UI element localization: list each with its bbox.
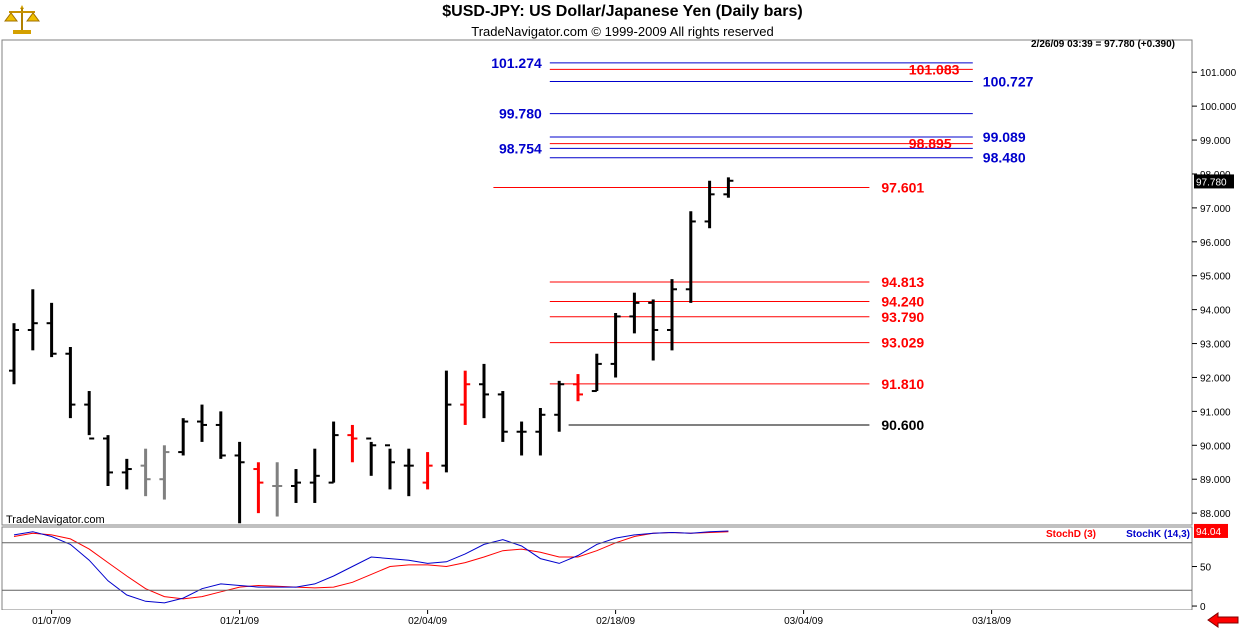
stoch-tick-label: 0 (1200, 602, 1206, 613)
level-label: 101.083 (909, 61, 960, 77)
level-label: 94.240 (881, 293, 924, 309)
date-tick-label: 02/18/09 (596, 616, 635, 627)
ohlc-bar (159, 445, 170, 500)
ohlc-bar (629, 292, 640, 334)
last-price-box (1194, 174, 1234, 189)
ohlc-bar (554, 380, 565, 432)
price-tick-label: 92.000 (1200, 373, 1231, 384)
ohlc-bar (234, 441, 245, 524)
price-tick-label: 101.000 (1200, 68, 1237, 79)
ohlc-bar (253, 462, 264, 514)
ohlc-bar (178, 418, 189, 456)
ohlc-bar (347, 424, 358, 463)
ohlc-bar (422, 452, 433, 490)
price-tick-label: 97.000 (1200, 204, 1231, 215)
watermark-text: TradeNavigator.com (6, 514, 105, 526)
stoch-series-line (13, 530, 729, 604)
legend-stoch-d: StochD (3) (1046, 529, 1096, 540)
price-tick-label: 100.000 (1200, 102, 1237, 113)
ohlc-bar (328, 421, 339, 484)
stoch-series-line (13, 531, 729, 600)
left-arrow-icon[interactable] (1204, 610, 1244, 630)
ohlc-bar (121, 458, 132, 490)
last-price-label: 97.780 (1196, 177, 1227, 188)
ohlc-bar (535, 407, 546, 456)
level-label: 91.810 (881, 376, 924, 392)
ohlc-bar (366, 437, 377, 476)
date-tick-label: 01/07/09 (32, 616, 71, 627)
ohlc-bar (197, 404, 207, 442)
level-label: 99.089 (983, 129, 1026, 145)
price-tick-label: 96.000 (1200, 238, 1231, 249)
level-label: 94.813 (881, 274, 924, 290)
price-tick-label: 91.000 (1200, 407, 1231, 418)
ohlc-bar (497, 391, 508, 442)
ohlc-bar (272, 462, 283, 517)
level-label: 93.790 (881, 309, 924, 325)
scale-icon (3, 3, 41, 37)
price-tick-label: 90.000 (1200, 441, 1231, 452)
date-tick-label: 03/04/09 (784, 616, 823, 627)
stoch-last-label: 94.04 (1196, 527, 1221, 538)
stoch-tick-label: 50 (1200, 563, 1212, 574)
ohlc-bar (479, 363, 489, 419)
ohlc-bar (9, 323, 19, 385)
level-label: 99.780 (499, 106, 542, 122)
level-label: 93.029 (881, 335, 924, 351)
ohlc-bar (291, 469, 301, 503)
ohlc-bar (403, 448, 414, 497)
quote-readout: 2/26/09 03:39 = 97.780 (+0.390) (1031, 39, 1175, 50)
ohlc-bar (46, 302, 57, 358)
ohlc-bar (27, 289, 38, 351)
ohlc-bar (460, 370, 471, 425)
level-label: 90.600 (881, 417, 924, 433)
ohlc-bar (573, 374, 583, 402)
ohlc-bar (215, 411, 226, 459)
ohlc-bar (309, 448, 320, 503)
date-tick-label: 02/04/09 (408, 616, 447, 627)
level-label: 98.480 (983, 150, 1026, 166)
legend-stoch-k: StochK (14,3) (1126, 529, 1190, 540)
date-axis-strip (0, 610, 1245, 631)
chart-header: $USD-JPY: US Dollar/Japanese Yen (Daily … (0, 0, 1245, 40)
chart-title: $USD-JPY: US Dollar/Japanese Yen (Daily … (442, 3, 803, 20)
ohlc-bar (667, 279, 677, 351)
level-label: 100.727 (983, 73, 1034, 89)
ohlc-bar (610, 313, 621, 378)
level-label: 101.274 (491, 55, 542, 71)
ohlc-bar (103, 435, 113, 486)
date-tick-label: 01/21/09 (220, 616, 259, 627)
ohlc-bar (385, 444, 395, 490)
ohlc-bar (723, 177, 734, 198)
stoch-panel (1, 526, 1193, 611)
ohlc-bar (84, 391, 95, 440)
ohlc-bar (441, 370, 452, 473)
ohlc-bar (704, 180, 715, 229)
price-tick-label: 93.000 (1200, 340, 1231, 351)
ohlc-bar (516, 421, 527, 456)
stoch-last-box (1194, 523, 1228, 538)
price-tick-label: 99.000 (1200, 136, 1231, 147)
price-tick-label: 88.000 (1200, 509, 1231, 520)
level-label: 98.754 (499, 140, 542, 156)
price-tick-label: 95.000 (1200, 272, 1231, 283)
ohlc-bar (685, 211, 696, 303)
copyright-text: TradeNavigator.com © 1999-2009 All right… (471, 24, 774, 39)
ohlc-bar (65, 346, 76, 419)
date-tick-label: 03/18/09 (972, 616, 1011, 627)
price-tick-label: 89.000 (1200, 475, 1231, 486)
level-label: 97.601 (881, 180, 924, 196)
price-tick-label: 94.000 (1200, 306, 1231, 317)
ohlc-bar (648, 299, 659, 361)
ohlc-bar (140, 448, 151, 497)
ohlc-bar (591, 353, 602, 393)
level-label: 98.895 (909, 136, 952, 152)
